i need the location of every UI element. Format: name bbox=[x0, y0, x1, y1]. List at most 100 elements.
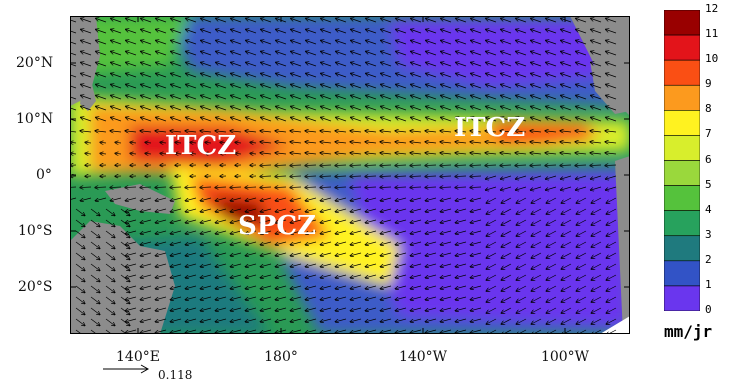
wind-arrow bbox=[605, 165, 617, 166]
wind-arrow bbox=[425, 307, 437, 311]
wind-arrow bbox=[530, 165, 542, 166]
wind-arrow bbox=[381, 73, 392, 78]
wind-arrow bbox=[560, 131, 572, 132]
wind-arrow bbox=[531, 285, 542, 291]
wind-arrow bbox=[85, 153, 92, 154]
wind-arrow bbox=[350, 252, 362, 256]
wind-arrow bbox=[186, 73, 197, 78]
wind-arrow bbox=[305, 131, 317, 132]
wind-arrow bbox=[591, 274, 602, 280]
colorbar-swatch bbox=[664, 160, 700, 186]
wind-arrow bbox=[185, 197, 197, 201]
wind-arrow bbox=[335, 176, 347, 177]
wind-arrow bbox=[501, 285, 512, 291]
wind-arrow bbox=[366, 117, 377, 122]
wind-arrow bbox=[425, 296, 437, 300]
wind-arrow bbox=[186, 29, 197, 34]
wind-arrow bbox=[140, 285, 152, 289]
wind-arrow bbox=[246, 95, 257, 100]
wind-arrow bbox=[486, 219, 497, 225]
wind-arrow bbox=[546, 329, 557, 334]
wind-arrow bbox=[470, 131, 482, 132]
wind-arrow bbox=[396, 51, 407, 56]
wind-arrow bbox=[90, 274, 100, 282]
wind-arrow bbox=[365, 274, 377, 278]
wind-arrow bbox=[471, 40, 482, 45]
wind-arrow bbox=[425, 274, 437, 278]
wind-arrow bbox=[260, 142, 272, 143]
wind-arrow bbox=[320, 165, 332, 166]
wind-arrow bbox=[591, 230, 602, 236]
wind-arrow bbox=[606, 197, 617, 203]
wind-arrow bbox=[396, 117, 407, 122]
wind-arrow bbox=[155, 329, 167, 333]
wind-arrow bbox=[75, 274, 85, 282]
wind-arrow bbox=[156, 73, 167, 78]
wind-arrow bbox=[140, 296, 152, 300]
wind-arrow bbox=[591, 285, 602, 291]
wind-arrow bbox=[90, 318, 100, 326]
wind-arrow bbox=[546, 252, 557, 258]
wind-arrow bbox=[336, 117, 347, 122]
wind-arrow bbox=[156, 40, 167, 45]
wind-arrow bbox=[531, 40, 542, 45]
wind-arrow bbox=[501, 62, 512, 67]
wind-arrow bbox=[276, 40, 287, 45]
wind-arrow bbox=[320, 318, 332, 322]
wind-arrow bbox=[576, 18, 587, 23]
wind-arrow bbox=[440, 165, 452, 166]
wind-arrow bbox=[440, 252, 452, 256]
wind-arrow bbox=[531, 318, 542, 324]
wind-arrow bbox=[365, 263, 377, 267]
wind-arrow bbox=[321, 18, 332, 23]
lat-label-20s: 20°S bbox=[18, 279, 53, 295]
wind-arrow bbox=[561, 274, 572, 280]
colorbar-swatch bbox=[664, 210, 700, 237]
wind-arrow bbox=[426, 51, 437, 56]
wind-arrow bbox=[350, 318, 362, 322]
wind-arrow bbox=[105, 307, 115, 315]
wind-arrow bbox=[455, 263, 467, 267]
wind-arrow bbox=[365, 187, 377, 188]
wind-arrow bbox=[230, 252, 242, 256]
wind-arrow bbox=[140, 187, 152, 188]
wind-arrow bbox=[350, 176, 362, 177]
wind-arrow bbox=[455, 131, 467, 132]
wind-arrow bbox=[230, 296, 242, 300]
colorbar-tick-label: 8 bbox=[705, 102, 712, 116]
wind-arrow bbox=[395, 296, 407, 300]
wind-arrow bbox=[155, 318, 167, 322]
wind-arrow bbox=[291, 95, 302, 100]
wind-arrow bbox=[590, 186, 602, 190]
wind-arrow bbox=[425, 329, 437, 333]
wind-arrow bbox=[276, 29, 287, 34]
wind-arrow bbox=[351, 106, 362, 111]
wind-arrow bbox=[501, 252, 512, 258]
colorbar-swatch bbox=[664, 110, 700, 136]
wind-arrow bbox=[560, 175, 572, 179]
wind-arrow bbox=[516, 73, 527, 78]
wind-arrow bbox=[245, 208, 257, 212]
wind-arrow bbox=[441, 117, 452, 122]
wind-arrow bbox=[575, 186, 587, 190]
wind-arrow bbox=[105, 208, 115, 216]
wind-arrow bbox=[305, 208, 317, 212]
wind-arrow bbox=[575, 153, 587, 154]
wind-arrow bbox=[105, 296, 115, 304]
wind-arrow bbox=[455, 274, 467, 278]
wind-arrow bbox=[395, 142, 407, 143]
wind-arrow bbox=[231, 117, 242, 122]
wind-arrow bbox=[126, 51, 137, 56]
wind-arrow bbox=[516, 197, 527, 203]
wind-arrow bbox=[410, 208, 422, 212]
wind-arrow bbox=[365, 131, 377, 132]
wind-arrow bbox=[606, 18, 617, 23]
wind-arrow bbox=[456, 84, 467, 89]
wind-arrow bbox=[455, 307, 467, 311]
wind-arrow bbox=[351, 40, 362, 45]
wind-arrow bbox=[350, 165, 362, 166]
wind-arrow bbox=[486, 252, 497, 258]
wind-arrow bbox=[276, 62, 287, 67]
wind-arrow bbox=[351, 84, 362, 89]
wind-arrow bbox=[110, 197, 122, 201]
